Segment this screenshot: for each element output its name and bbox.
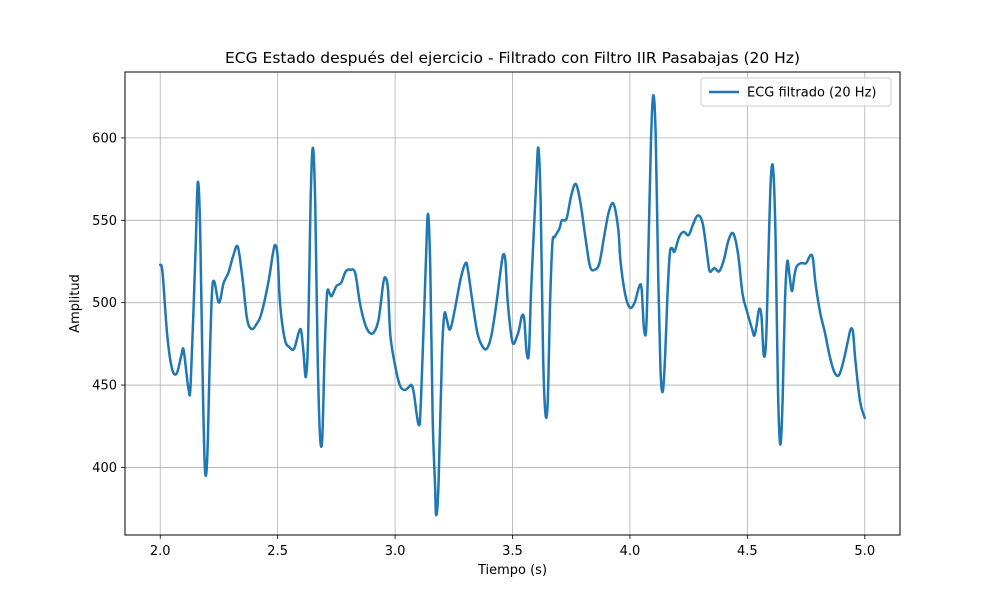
legend-label: ECG filtrado (20 Hz): [747, 86, 876, 101]
ecg-series-line: [158, 93, 867, 517]
x-tick-label: 5.0: [854, 544, 875, 559]
x-tick-label: 4.5: [737, 544, 758, 559]
series-layer: [158, 93, 867, 517]
x-tick-label: 3.5: [502, 544, 523, 559]
y-tick-label: 600: [92, 131, 117, 146]
x-tick-label: 3.0: [385, 544, 406, 559]
x-tick-label: 4.0: [620, 544, 641, 559]
axis-ticks: 2.0 2.5 3.0 3.5 4.0 4.5 5.0 400 450 500 550 600: [92, 131, 875, 559]
x-tick-label: 2.0: [150, 544, 171, 559]
y-tick-label: 450: [92, 379, 117, 394]
y-axis-title: Amplitud: [68, 274, 83, 333]
y-tick-label: 400: [92, 461, 117, 476]
legend: ECG filtrado (20 Hz): [700, 77, 892, 107]
x-tick-label: 2.5: [267, 544, 288, 559]
x-axis-title: Tiempo (s): [477, 563, 547, 578]
chart-title: ECG Estado después del ejercicio - Filtr…: [225, 49, 800, 67]
legend-box: [700, 77, 892, 107]
grid-lines: [125, 72, 900, 535]
y-tick-label: 500: [92, 296, 117, 311]
y-tick-label: 550: [92, 214, 117, 229]
